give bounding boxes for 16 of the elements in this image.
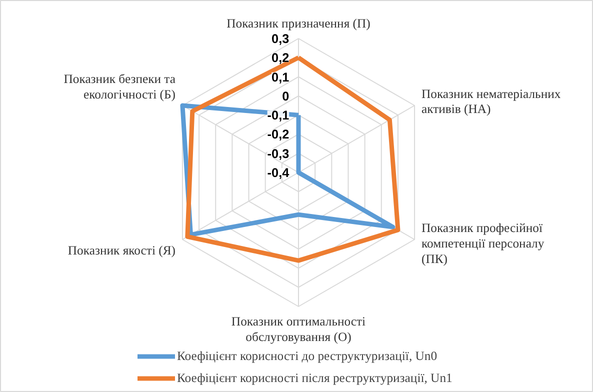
spoke-label: Показник нематеріальних активів (НА) — [422, 86, 562, 116]
spoke-label: Показник якості (Я) — [68, 244, 176, 258]
spoke-label: Показник безпеки та екологічності (Б) — [64, 72, 176, 102]
spoke-label: Показник оптимальності обслуговування (О) — [231, 314, 366, 344]
spoke-label: Показник призначення (П) — [226, 16, 370, 30]
y-tick-label: -0,1 — [267, 108, 290, 123]
legend-label: Коефіцієнт корисності до реструктуризації, Un0 — [177, 348, 438, 364]
y-tick-label: -0,3 — [267, 146, 290, 161]
y-tick-label: -0,2 — [267, 128, 290, 142]
y-tick-label: -0,4 — [267, 166, 290, 180]
y-tick-label: 0,2 — [272, 51, 290, 66]
y-tick-label: 0 — [282, 89, 290, 104]
y-tick-label: 0,3 — [272, 32, 290, 46]
legend-label: Коефіцієнт корисності після реструктуризації, Un1 — [177, 370, 452, 386]
spoke-label: Показник професійної компетенції персоналу (ПК) — [422, 221, 545, 266]
y-tick-label: 0,1 — [272, 70, 290, 84]
